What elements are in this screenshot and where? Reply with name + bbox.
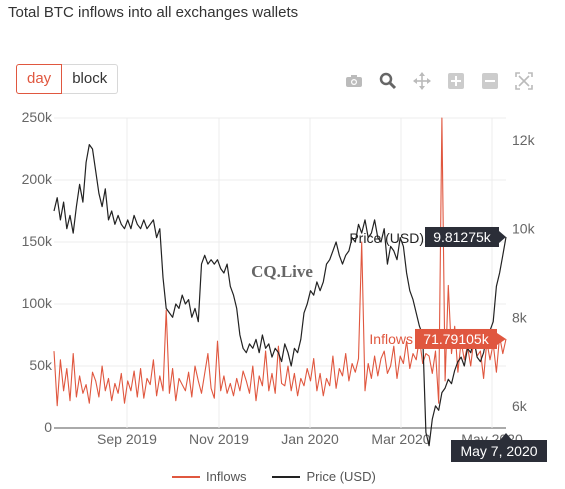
left-tick-label: 0 [44,419,52,435]
zoom-icon[interactable] [376,70,400,92]
chart-legend: Inflows Price (USD) [172,469,376,484]
legend-label-price: Price (USD) [306,469,376,484]
left-tick-label: 150k [22,233,53,249]
watermark-text: CQ.Live [251,262,313,281]
hover-date-box [451,440,547,462]
pan-icon[interactable] [410,70,434,92]
x-tick-label: Jan 2020 [281,431,339,447]
right-tick-label: 10k [512,221,536,237]
left-tick-label: 50k [29,357,53,373]
axis-ticks: 0 50k 100k 150k 200k 250k 6k 8k 10k 12k Sep 2019 No… [22,109,536,447]
legend-label-inflows: Inflows [206,469,247,484]
legend-item-inflows[interactable]: Inflows [172,469,246,484]
chart-title: Total BTC inflows into all exchanges wal… [8,4,299,21]
hover-price-value: 9.81275k [433,229,492,245]
x-tick-label: Sep 2019 [97,431,157,447]
day-button[interactable]: day [16,64,63,94]
hover-price-label: Price (USD) [349,230,424,246]
legend-swatch-price [272,475,301,478]
camera-icon[interactable] [342,70,366,92]
hover-inflows-value: 71.79105k [423,331,489,347]
chart-toolbar [342,70,546,92]
autoscale-icon[interactable] [512,70,536,92]
hover-price-box [425,226,499,247]
granularity-toggle: day block [16,64,119,94]
price-line [53,144,507,447]
zoom-in-icon[interactable] [444,70,468,92]
block-button[interactable]: block [62,64,119,94]
legend-item-price[interactable]: Price (USD) [272,469,376,484]
hover-inflows-box [415,328,497,349]
right-tick-label: 12k [512,132,536,148]
zoom-out-icon[interactable] [478,70,502,92]
inflows-line [53,117,507,407]
right-tick-label: 8k [512,309,528,325]
x-tick-label: Mar 2020 [371,431,430,447]
left-tick-label: 200k [22,171,53,187]
x-tick-label: Nov 2019 [189,431,249,447]
hover-date-value: May 7, 2020 [460,443,537,459]
left-tick-label: 100k [22,295,53,311]
right-tick-label: 6k [512,398,528,414]
legend-swatch-inflows [172,475,200,478]
hover-layer: Price (USD) 9.81275k Inflows 71.79105k May 7… [349,226,547,462]
left-tick-label: 250k [22,109,53,125]
chart-series [53,117,507,447]
hover-inflows-label: Inflows [369,331,413,347]
